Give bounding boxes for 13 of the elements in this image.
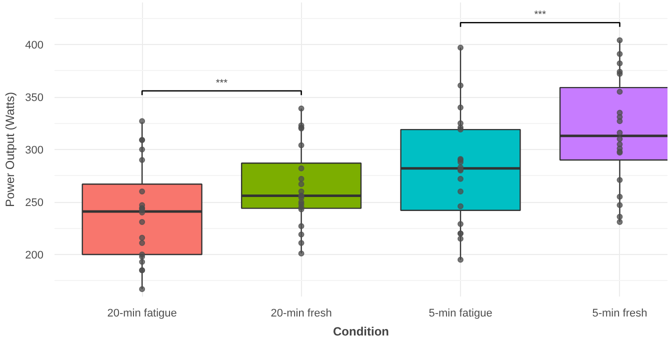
y-axis-title: Power Output (Watts) (3, 92, 18, 207)
y-tick-label: 300 (25, 144, 44, 156)
annotation: *** (534, 10, 546, 21)
y-tick-label: 200 (25, 250, 44, 262)
annotation: *** (216, 78, 228, 89)
y-tick-label: 350 (25, 92, 44, 104)
x-tick-label: 20-min fatigue (107, 308, 177, 320)
x-tick-label: 5-min fatigue (428, 308, 492, 320)
x-axis-title: Condition (333, 324, 389, 338)
y-tick-label: 250 (25, 197, 44, 209)
y-tick-label: 400 (25, 40, 44, 52)
x-tick-label: 20-min fresh (270, 308, 332, 320)
x-tick-label: 5-min fresh (592, 308, 648, 320)
